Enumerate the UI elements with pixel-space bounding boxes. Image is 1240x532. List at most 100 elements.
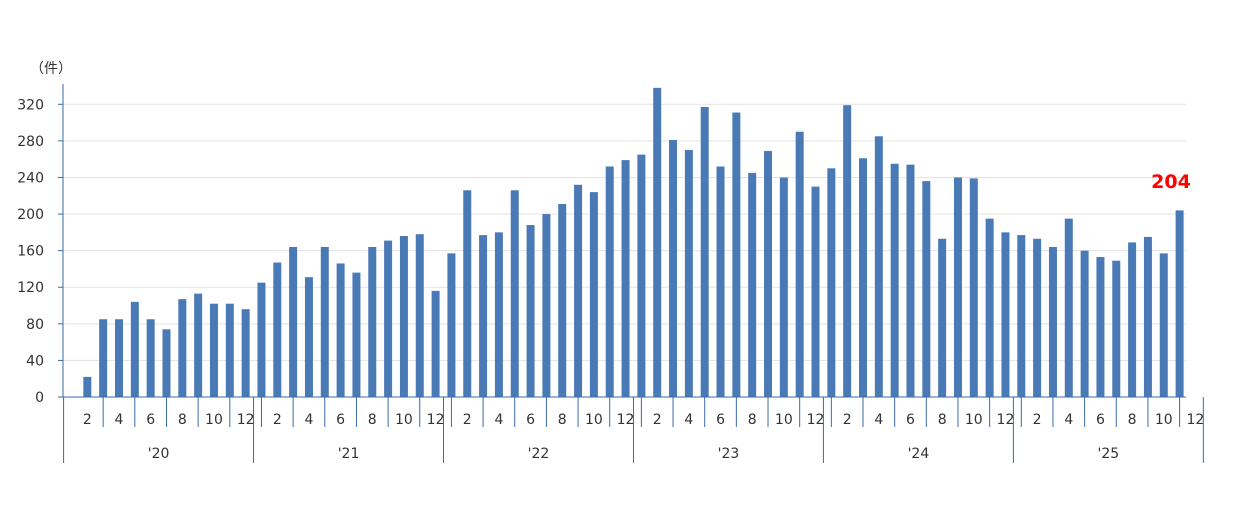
bar [384,240,393,397]
bar [859,158,867,397]
bar [273,262,282,397]
x-month-label: 4 [1064,412,1073,428]
bar [83,376,92,397]
x-month-label: 2 [843,412,852,428]
x-year-label: '20 [148,446,170,462]
bar [605,166,614,397]
bar [130,301,139,397]
bar [922,181,931,397]
latest-value-label: 204 [1151,171,1191,193]
y-tick-label: 0 [35,390,44,406]
bar [1128,242,1137,397]
bar [985,218,994,397]
y-tick-label: 80 [26,317,44,333]
bar [684,150,693,397]
x-month-label: 4 [874,412,883,428]
bar [352,272,361,397]
x-month-label: 4 [115,412,124,428]
axes [58,84,1204,463]
x-year-label: '23 [718,446,740,462]
y-tick-label: 120 [17,280,44,296]
bar [1112,260,1121,397]
x-month-label: 6 [1096,412,1105,428]
bar [1017,235,1026,397]
x-month-label: 6 [716,412,725,428]
x-axis-month-labels: 2 4 6 8 10 12 2 4 6 8 10 12 2 4 6 8 10 12 2 4 6 8 10 12 2 4 6 8 10 12… [83,412,1204,428]
bar [146,319,155,397]
x-month-label: 8 [178,412,187,428]
bar [732,112,741,397]
x-month-label: 8 [748,412,757,428]
bar [162,329,171,397]
bar [574,184,583,397]
bar [1064,218,1073,397]
bar [241,309,250,397]
bar [558,204,567,397]
bar [764,150,773,397]
bar [431,290,440,397]
bar [716,166,725,397]
x-month-label: 12 [807,412,825,428]
bar [289,246,298,397]
x-month-label: 10 [585,412,603,428]
bar [827,168,836,397]
x-month-label: 10 [205,412,223,428]
bar [194,293,203,397]
x-axis-year-labels: '20 '21 '22 '23 '24 '25 [148,446,1119,462]
x-month-label: 10 [1155,412,1173,428]
x-month-label: 12 [1187,412,1205,428]
bar [368,246,377,397]
x-month-label: 8 [368,412,377,428]
x-month-label: 6 [146,412,155,428]
x-month-label: 8 [1128,412,1137,428]
bar [1143,236,1152,397]
bar [494,232,503,397]
bar [1033,238,1042,397]
x-month-label: 2 [653,412,662,428]
y-tick-label: 280 [17,134,44,150]
bar [336,263,345,397]
x-month-label: 6 [526,412,535,428]
bar [1048,246,1057,397]
x-month-label: 2 [1033,412,1042,428]
x-year-label: '22 [528,446,550,462]
y-tick-label: 40 [26,353,44,369]
bar [890,163,899,397]
bar [257,282,266,397]
bar [320,246,329,397]
bar [1080,250,1089,397]
bar [811,186,820,397]
x-month-label: 10 [775,412,793,428]
bar [938,238,947,397]
x-month-label: 6 [336,412,345,428]
x-month-label: 4 [494,412,503,428]
x-month-label: 10 [965,412,983,428]
x-month-label: 2 [83,412,92,428]
bar [479,235,488,397]
bar [114,319,123,397]
bar [953,177,962,397]
x-month-label: 6 [906,412,915,428]
x-year-label: '21 [338,446,360,462]
bar [526,225,535,397]
bars [83,87,1184,398]
y-tick-label: 240 [17,170,44,186]
y-axis-unit-label: （件） [30,61,72,77]
x-month-label: 8 [938,412,947,428]
x-month-label: 8 [558,412,567,428]
bar [700,107,709,397]
x-month-label: 12 [237,412,255,428]
bar [843,105,852,398]
bar [99,319,108,397]
x-month-label: 12 [617,412,635,428]
y-tick-label: 200 [17,207,44,223]
bar [225,303,234,397]
bar [621,160,630,397]
bar [1159,253,1168,397]
x-year-label: '24 [908,446,930,462]
x-month-label: 10 [395,412,413,428]
x-month-label: 12 [997,412,1015,428]
x-month-label: 2 [463,412,472,428]
x-year-label: '25 [1098,446,1120,462]
